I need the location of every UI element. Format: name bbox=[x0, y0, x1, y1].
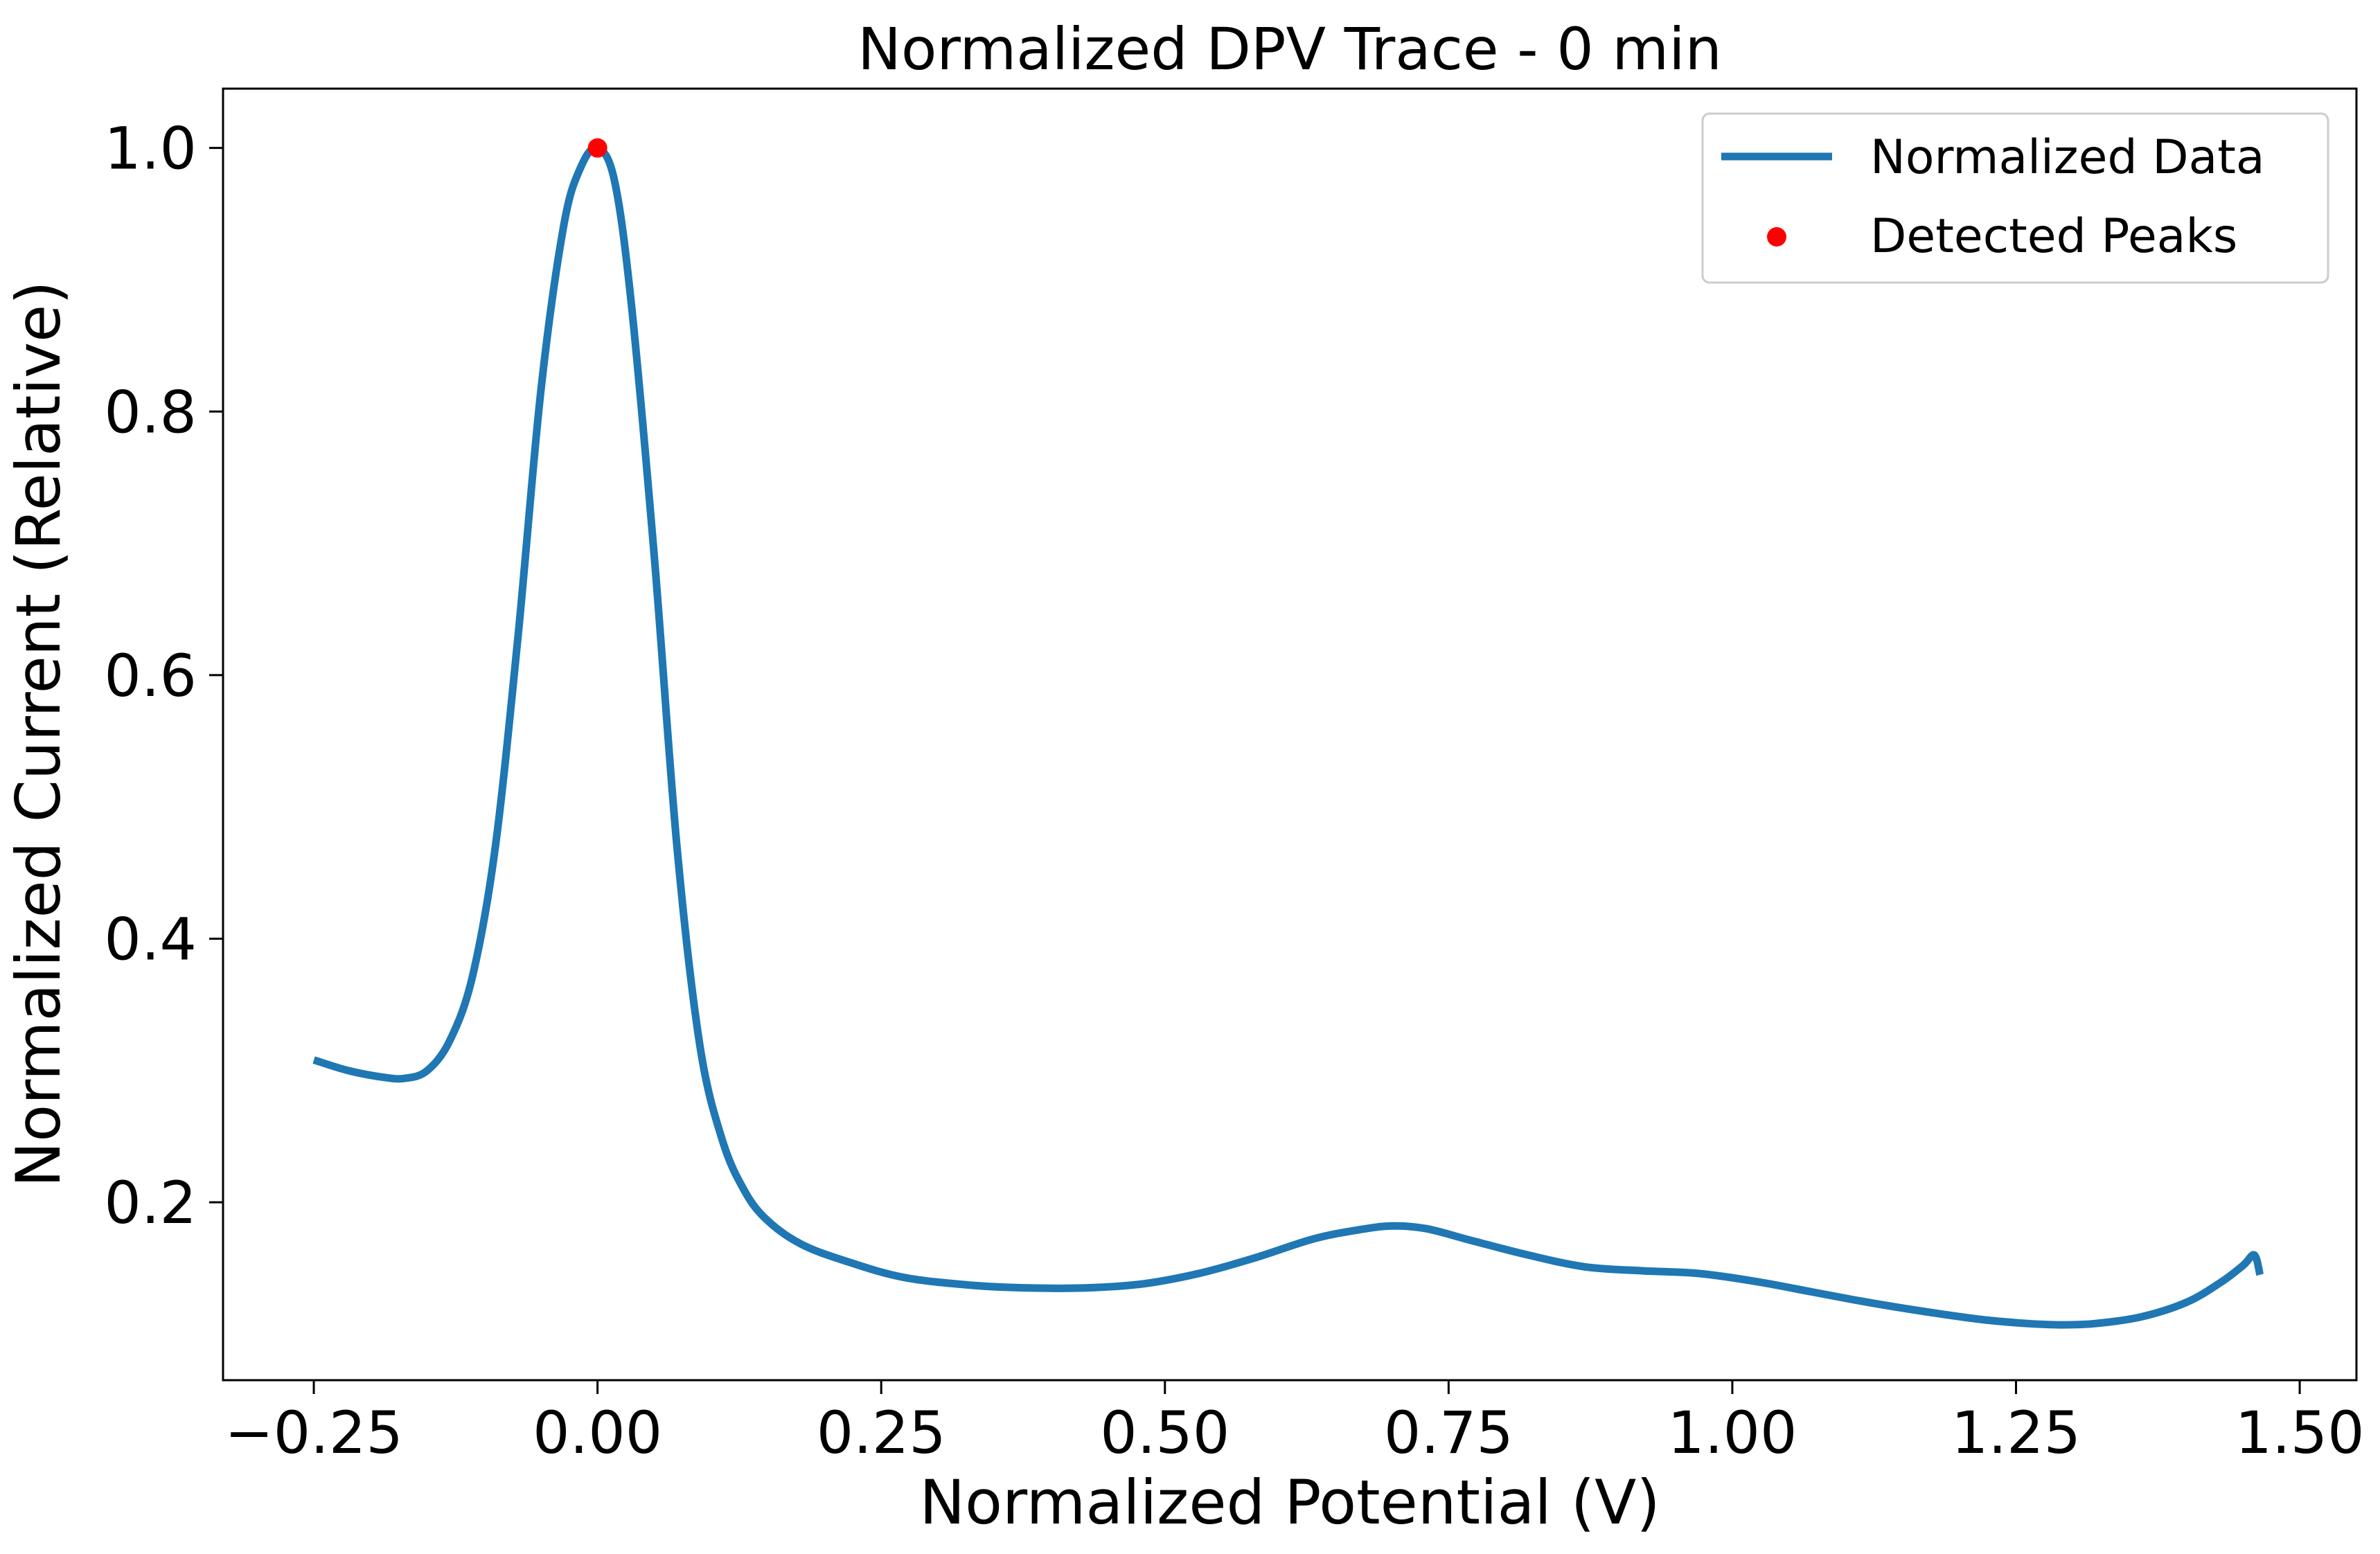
y-tick-label: 0.4 bbox=[104, 905, 197, 973]
y-tick-label: 0.8 bbox=[104, 378, 197, 446]
legend-label-detected-peaks: Detected Peaks bbox=[1870, 209, 2237, 264]
x-tick-label: 1.00 bbox=[1667, 1399, 1797, 1467]
axes-frame bbox=[222, 87, 2358, 1382]
legend-box bbox=[1701, 112, 2329, 284]
x-axis-label: Normalized Potential (V) bbox=[919, 1467, 1660, 1538]
plot-area bbox=[312, 138, 2264, 1329]
x-tick-label: 1.25 bbox=[1951, 1399, 2081, 1467]
legend-label-normalized-data: Normalized Data bbox=[1870, 130, 2265, 185]
x-tick-label: 0.25 bbox=[817, 1399, 946, 1467]
x-tick-label: 1.50 bbox=[2235, 1399, 2365, 1467]
legend: Normalized Data Detected Peaks bbox=[1701, 112, 2329, 284]
y-tick-label: 1.0 bbox=[104, 115, 197, 183]
legend-marker-swatch bbox=[1767, 227, 1786, 247]
normalized-data-line bbox=[312, 143, 2264, 1329]
x-tick-label: 0.00 bbox=[533, 1399, 662, 1467]
y-tick-label: 0.6 bbox=[104, 642, 197, 710]
y-tick-label: 0.2 bbox=[104, 1169, 197, 1237]
x-tick-label: 0.50 bbox=[1100, 1399, 1229, 1467]
y-axis-ticks: 0.2 0.4 0.6 0.8 1.0 bbox=[104, 115, 223, 1237]
detected-peak-point bbox=[587, 138, 607, 158]
chart-title: Normalized DPV Trace - 0 min bbox=[858, 15, 1722, 83]
x-axis-ticks: −0.25 0.00 0.25 0.50 0.75 1.00 1.25 1.50 bbox=[224, 1380, 2365, 1467]
detected-peaks-markers bbox=[587, 138, 607, 158]
x-tick-label: 0.75 bbox=[1384, 1399, 1513, 1467]
x-tick-label: −0.25 bbox=[224, 1399, 402, 1467]
y-axis-label: Normalized Current (Relative) bbox=[3, 280, 74, 1187]
